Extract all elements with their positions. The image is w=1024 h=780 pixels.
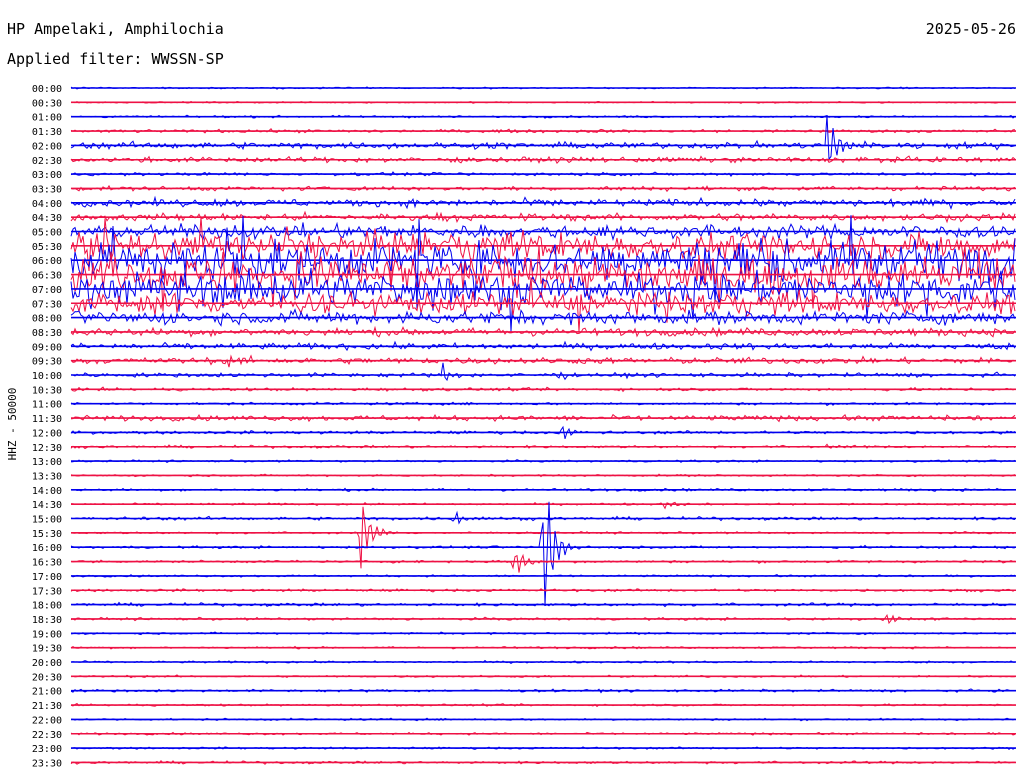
- time-tick-label: 05:00: [32, 228, 62, 239]
- trace-line: [70, 501, 1016, 510]
- time-tick-label: 15:30: [32, 529, 62, 540]
- time-tick-label: 22:30: [32, 730, 62, 741]
- time-tick-label: 10:00: [32, 371, 62, 382]
- time-tick-label: 02:30: [32, 156, 62, 167]
- time-tick-label: 18:30: [32, 615, 62, 626]
- time-tick-label: 17:30: [32, 586, 62, 597]
- time-tick-label: 09:00: [32, 342, 62, 353]
- time-tick-label: 17:00: [32, 572, 62, 583]
- time-tick-label: 03:30: [32, 184, 62, 195]
- trace-line: [70, 308, 1016, 327]
- time-tick-label: 13:30: [32, 471, 62, 482]
- time-tick-label: 14:00: [32, 486, 62, 497]
- time-tick-label: 01:30: [32, 127, 62, 138]
- time-tick-label: 16:30: [32, 558, 62, 569]
- time-tick-label: 16:00: [32, 543, 62, 554]
- time-tick-label: 22:00: [32, 715, 62, 726]
- time-tick-label: 10:30: [32, 385, 62, 396]
- time-tick-label: 04:00: [32, 199, 62, 210]
- time-tick-label: 21:30: [32, 701, 62, 712]
- time-tick-label: 07:30: [32, 299, 62, 310]
- time-tick-label: 06:30: [32, 271, 62, 282]
- time-tick-label: 12:00: [32, 428, 62, 439]
- time-tick-label: 23:00: [32, 744, 62, 755]
- time-tick-label: 19:00: [32, 629, 62, 640]
- time-tick-label: 07:00: [32, 285, 62, 296]
- time-tick-label: 20:00: [32, 658, 62, 669]
- station-title: HP Ampelaki, Amphilochia: [7, 20, 224, 38]
- y-axis-label: HHZ - 50000: [6, 388, 19, 461]
- trace-line: [70, 277, 1016, 332]
- time-tick-label: 01:00: [32, 113, 62, 124]
- time-tick-label: 04:30: [32, 213, 62, 224]
- time-tick-label: 19:30: [32, 644, 62, 655]
- time-tick-label: 08:30: [32, 328, 62, 339]
- trace-line: [70, 221, 1016, 241]
- trace-line: [70, 215, 1016, 309]
- time-tick-label: 11:00: [32, 400, 62, 411]
- date-label: 2025-05-26: [925, 20, 1016, 38]
- time-tick-label: 13:00: [32, 457, 62, 468]
- time-tick-label: 08:00: [32, 314, 62, 325]
- time-tick-label: 09:30: [32, 357, 62, 368]
- time-tick-label: 00:30: [32, 98, 62, 109]
- time-tick-label: 02:00: [32, 141, 62, 152]
- time-tick-label: 03:00: [32, 170, 62, 181]
- time-tick-label: 21:00: [32, 687, 62, 698]
- time-tick-label: 14:30: [32, 500, 62, 511]
- time-tick-label: 23:30: [32, 758, 62, 769]
- filter-label: Applied filter: WWSSN-SP: [7, 50, 224, 68]
- time-tick-label: 20:30: [32, 672, 62, 683]
- time-tick-label: 15:00: [32, 515, 62, 526]
- trace-line: [70, 553, 1016, 573]
- time-tick-label: 00:00: [32, 84, 62, 95]
- time-tick-label: 06:00: [32, 256, 62, 267]
- time-tick-label: 11:30: [32, 414, 62, 425]
- trace-line: [70, 115, 1016, 161]
- time-tick-label: 05:30: [32, 242, 62, 253]
- time-tick-label: 12:30: [32, 443, 62, 454]
- trace-line: [70, 210, 1016, 224]
- trace-line: [70, 354, 1016, 368]
- trace-line: [70, 216, 1016, 292]
- trace-line: [70, 267, 1016, 332]
- time-tick-label: 18:00: [32, 601, 62, 612]
- trace-line: [70, 362, 1016, 382]
